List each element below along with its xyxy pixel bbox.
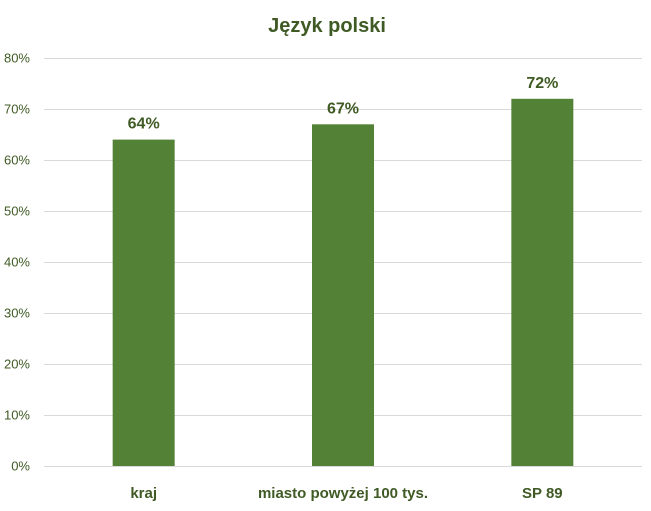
bar (511, 98, 574, 467)
data-labels: 64% 67% 72% (128, 75, 559, 133)
bar (312, 124, 374, 467)
y-tick-label: 60% (4, 153, 30, 168)
data-label: 64% (128, 116, 160, 133)
y-tick-label: 10% (4, 408, 30, 423)
category-label: kraj (130, 485, 157, 502)
bars (112, 98, 574, 467)
data-label: 67% (327, 100, 359, 117)
y-tick-label: 30% (4, 306, 30, 321)
y-tick-label: 0% (11, 459, 30, 474)
y-tick-label: 80% (4, 51, 30, 66)
x-axis-categories: kraj miasto powyżej 100 tys. SP 89 (130, 485, 562, 502)
category-label: miasto powyżej 100 tys. (258, 485, 428, 502)
y-tick-label: 40% (4, 255, 30, 270)
data-label: 72% (526, 75, 558, 92)
y-tick-label: 50% (4, 204, 30, 219)
bar (112, 139, 175, 466)
y-tick-label: 20% (4, 357, 30, 372)
y-tick-label: 70% (4, 102, 30, 117)
category-label: SP 89 (522, 485, 563, 502)
y-axis-ticks: 0% 10% 20% 30% 40% 50% 60% 70% 80% (4, 51, 30, 474)
chart-title: Język polski (268, 15, 386, 37)
